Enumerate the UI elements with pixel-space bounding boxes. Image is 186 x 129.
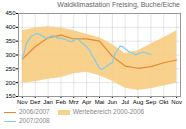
svg-text:Okt: Okt [159,99,169,105]
svg-text:200: 200 [5,80,16,86]
svg-text:150: 150 [5,93,16,99]
svg-text:Mai: Mai [95,99,105,105]
svg-text:Dez: Dez [30,99,41,105]
svg-text:450: 450 [5,10,16,16]
html-text:2007/2008: 2007/2008 [19,117,50,124]
svg-text:300: 300 [5,52,16,58]
svg-text:Sep: Sep [146,99,157,105]
svg-text:Jun: Jun [108,99,118,105]
svg-text:400: 400 [5,24,16,30]
svg-text:250: 250 [5,66,16,72]
svg-text:Mrz: Mrz [69,99,79,105]
html-text:2006/2007: 2006/2007 [19,108,50,115]
html-text:Waldklimastation Freising, Buc: Waldklimastation Freising, Buche/Eiche [57,1,180,8]
svg-text:Aug: Aug [133,99,144,105]
svg-text:Nov: Nov [171,99,182,105]
svg-text:Jan: Jan [43,99,53,105]
svg-text:Feb: Feb [56,99,67,105]
html-text:Wertebereich 2000-2006: Wertebereich 2000-2006 [72,108,145,115]
svg-text:Nov: Nov [17,99,28,105]
svg-text:350: 350 [5,38,16,44]
svg-text:Apr: Apr [82,99,91,105]
svg-text:Jul: Jul [121,99,129,105]
